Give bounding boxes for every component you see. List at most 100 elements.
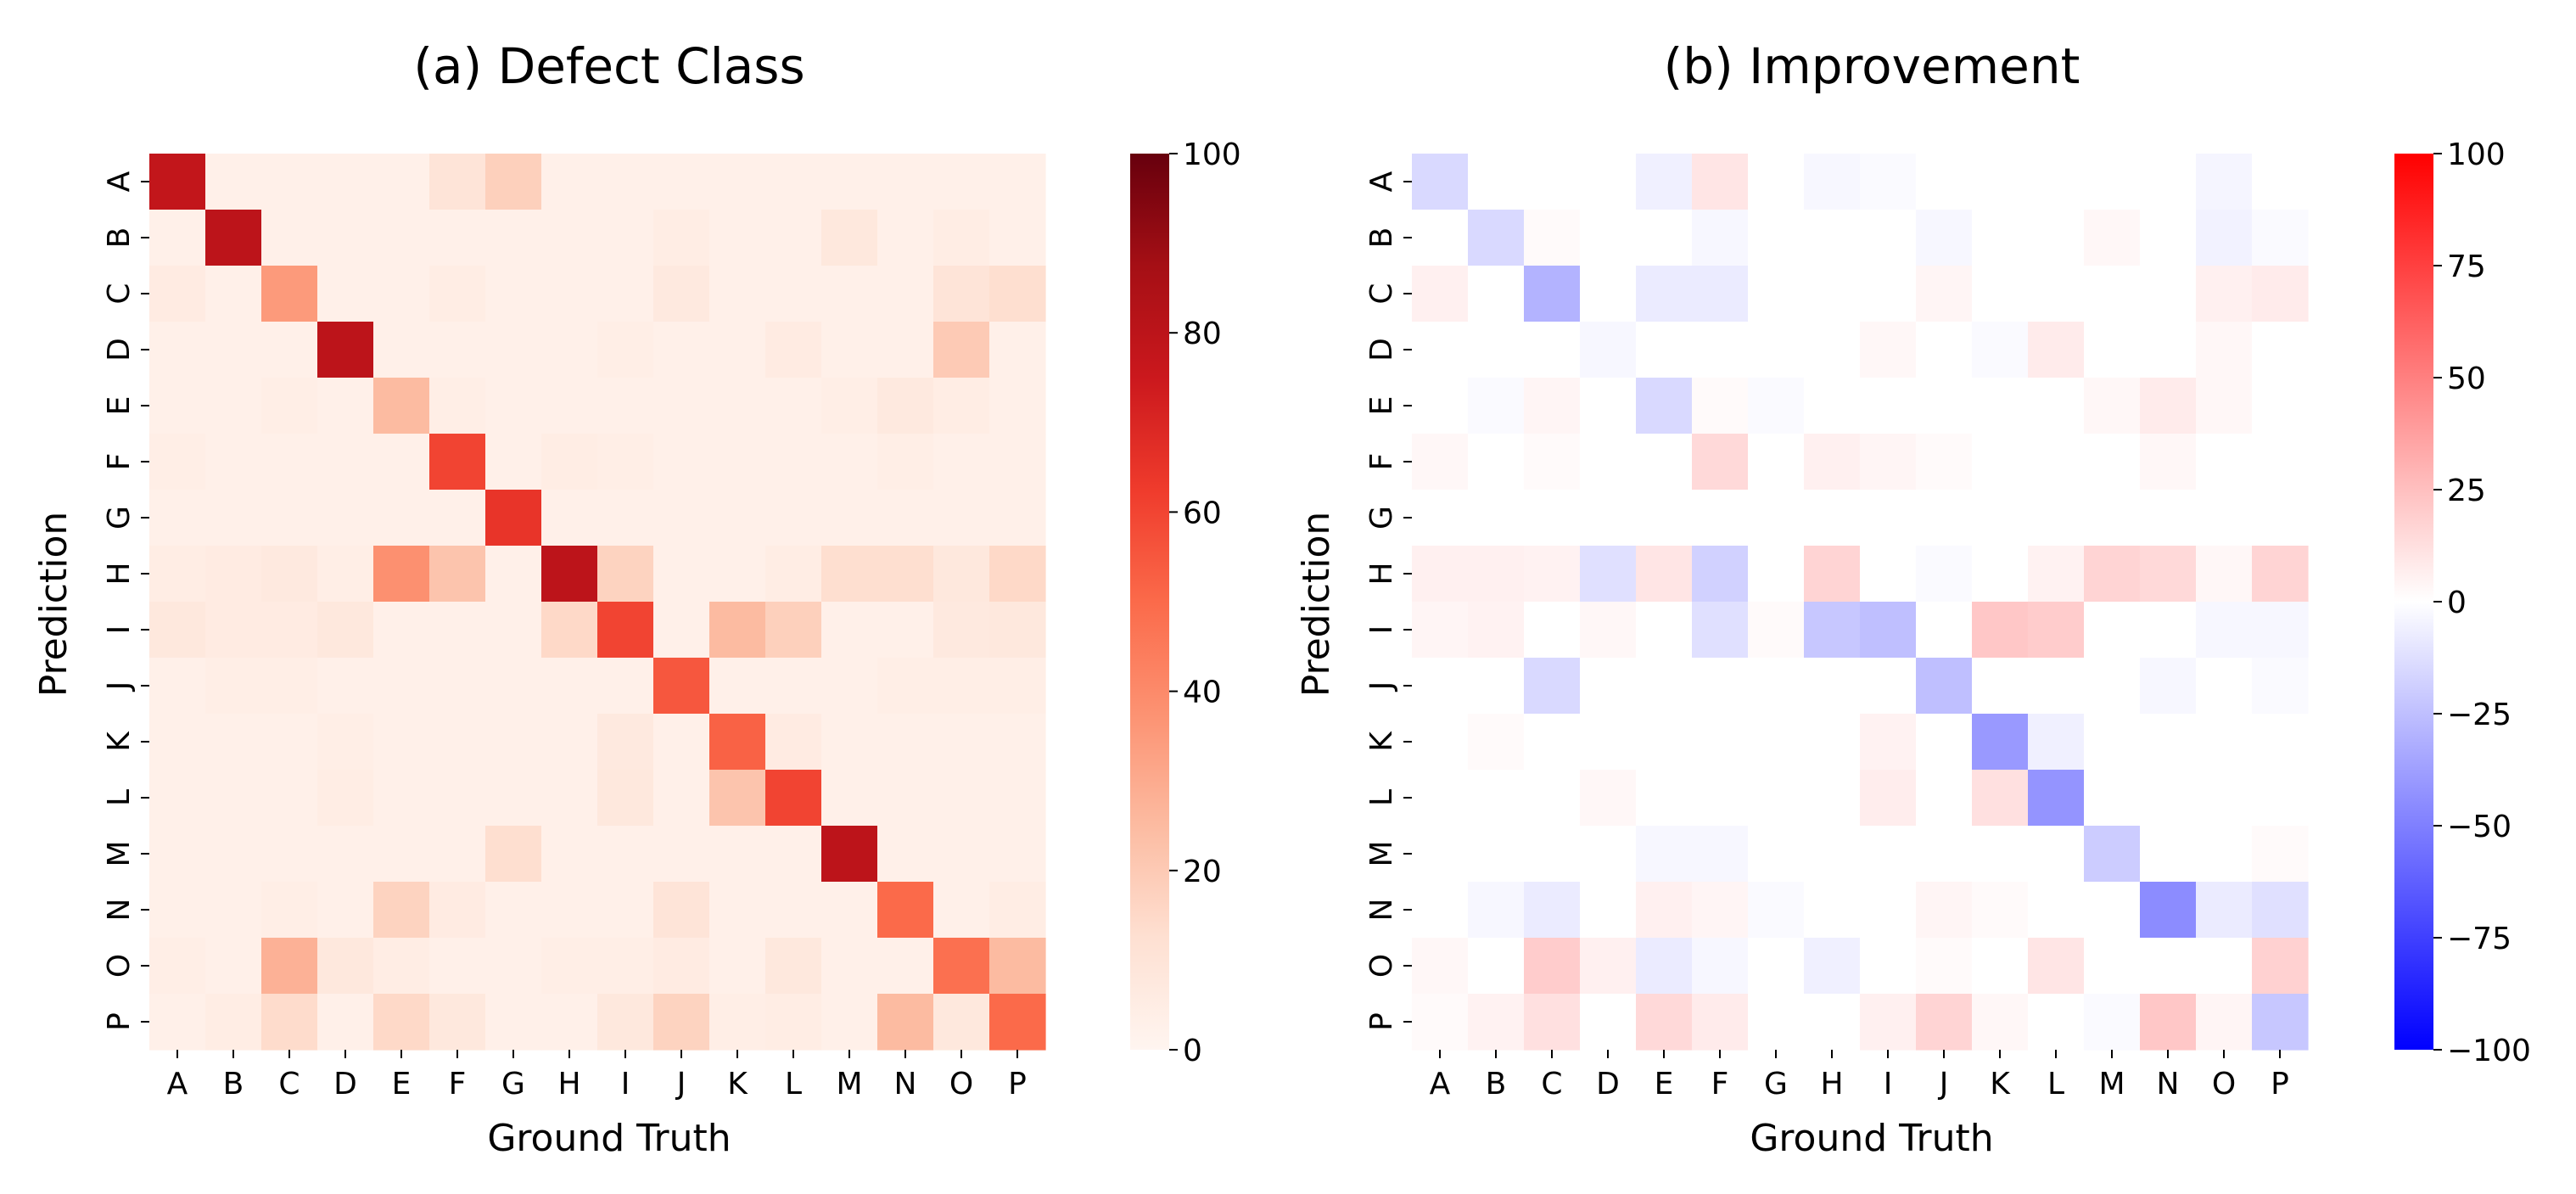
- heatmap-cell: [1636, 882, 1693, 939]
- heatmap-cell: [1580, 490, 1637, 547]
- heatmap-cell: [429, 266, 486, 322]
- heatmap-cell: [2196, 490, 2253, 547]
- heatmap-cell: [205, 714, 262, 771]
- heatmap-cell: [2028, 994, 2085, 1051]
- heatmap-cell: [2196, 882, 2253, 939]
- heatmap-cell: [2252, 602, 2309, 659]
- heatmap-cell: [653, 938, 710, 995]
- heatmap-cell: [261, 714, 318, 771]
- heatmap-cell: [2196, 938, 2253, 995]
- heatmap-cell: [2196, 266, 2253, 322]
- heatmap-cell: [317, 938, 374, 995]
- heatmap-cell: [205, 994, 262, 1051]
- x-tick-label: I: [621, 1067, 630, 1102]
- heatmap-cell: [877, 378, 934, 434]
- heatmap-cell: [2084, 378, 2141, 434]
- heatmap-cell: [149, 882, 206, 939]
- heatmap-cell: [1748, 770, 1805, 827]
- heatmap-cell: [2252, 434, 2309, 490]
- heatmap-cell: [2028, 490, 2085, 547]
- heatmap-cell: [933, 434, 990, 490]
- heatmap-cell: [877, 322, 934, 378]
- heatmap-cell: [1916, 434, 1973, 490]
- heatmap-cell: [1972, 210, 2029, 266]
- heatmap-cell: [1636, 266, 1693, 322]
- heatmap-cell: [1692, 378, 1749, 434]
- heatmap-cell: [261, 154, 318, 210]
- heatmap-cell: [2196, 714, 2253, 771]
- heatmap-cell: [2252, 658, 2309, 715]
- heatmap-cell: [653, 826, 710, 883]
- heatmap-cell: [2084, 770, 2141, 827]
- y-tick-label: J: [1364, 681, 1399, 692]
- heatmap-cell: [1916, 770, 1973, 827]
- heatmap-cell: [821, 266, 878, 322]
- colorbar-improvement: −100 −75 −50 −25 0 25 50 75 100: [2394, 137, 2531, 1068]
- heatmap-cell: [877, 882, 934, 939]
- heatmap-cell: [597, 826, 654, 883]
- heatmap-cell: [765, 882, 822, 939]
- heatmap-cell: [989, 826, 1046, 883]
- y-tick-label: M: [102, 840, 137, 866]
- y-tick-label: G: [1364, 506, 1399, 530]
- heatmap-cell: [205, 602, 262, 659]
- heatmap-cell: [2084, 602, 2141, 659]
- heatmap-cell: [597, 714, 654, 771]
- x-tick-label: E: [1655, 1067, 1674, 1102]
- heatmap-cell: [485, 770, 542, 827]
- heatmap-cell: [989, 994, 1046, 1051]
- heatmap-cell: [2084, 714, 2141, 771]
- heatmap-cell: [1916, 378, 1973, 434]
- heatmap-cell: [2028, 434, 2085, 490]
- heatmap-cell: [1748, 882, 1805, 939]
- heatmap-cell: [1972, 602, 2029, 659]
- x-tick-label: J: [1938, 1067, 1949, 1102]
- heatmap-cell: [597, 378, 654, 434]
- heatmap-cell: [2252, 714, 2309, 771]
- heatmap-cell: [429, 434, 486, 490]
- heatmap-cell: [933, 378, 990, 434]
- heatmap-cell: [709, 714, 766, 771]
- heatmap-cell: [2084, 938, 2141, 995]
- heatmap-cell: [1916, 658, 1973, 715]
- heatmap-cell: [989, 658, 1046, 715]
- heatmap-cell: [709, 770, 766, 827]
- heatmap-cell: [1524, 994, 1581, 1051]
- heatmap-cell: [1412, 322, 1469, 378]
- heatmap-improvement: [1412, 154, 2309, 1051]
- heatmap-cell: [2196, 770, 2253, 827]
- y-tick-label: I: [1364, 625, 1399, 635]
- heatmap-cell: [597, 602, 654, 659]
- heatmap-cell: [373, 826, 430, 883]
- heatmap-cell: [373, 434, 430, 490]
- heatmap-cell: [205, 938, 262, 995]
- heatmap-cell: [1916, 210, 1973, 266]
- heatmap-cell: [653, 210, 710, 266]
- heatmap-cell: [1524, 602, 1581, 659]
- heatmap-cell: [765, 714, 822, 771]
- heatmap-cell: [1804, 602, 1861, 659]
- heatmap-cell: [1524, 938, 1581, 995]
- heatmap-cell: [1860, 434, 1917, 490]
- colorbar-tick-label: −100: [2447, 1034, 2531, 1068]
- heatmap-cell: [1468, 882, 1525, 939]
- x-tick-label: L: [2047, 1067, 2064, 1102]
- heatmap-cell: [653, 602, 710, 659]
- heatmap-cell: [597, 154, 654, 210]
- heatmap-cell: [2252, 154, 2309, 210]
- heatmap-cell: [765, 154, 822, 210]
- heatmap-cell: [1580, 266, 1637, 322]
- heatmap-cell: [2084, 322, 2141, 378]
- heatmap-cell: [261, 994, 318, 1051]
- heatmap-cell: [2084, 490, 2141, 547]
- heatmap-cell: [317, 658, 374, 715]
- heatmap-cell: [429, 546, 486, 603]
- heatmap-cell: [2028, 714, 2085, 771]
- heatmap-cell: [1916, 154, 1973, 210]
- x-tick-label: P: [2271, 1067, 2289, 1102]
- x-tick-label: L: [785, 1067, 802, 1102]
- heatmap-cell: [1916, 826, 1973, 883]
- heatmap-cell: [1748, 434, 1805, 490]
